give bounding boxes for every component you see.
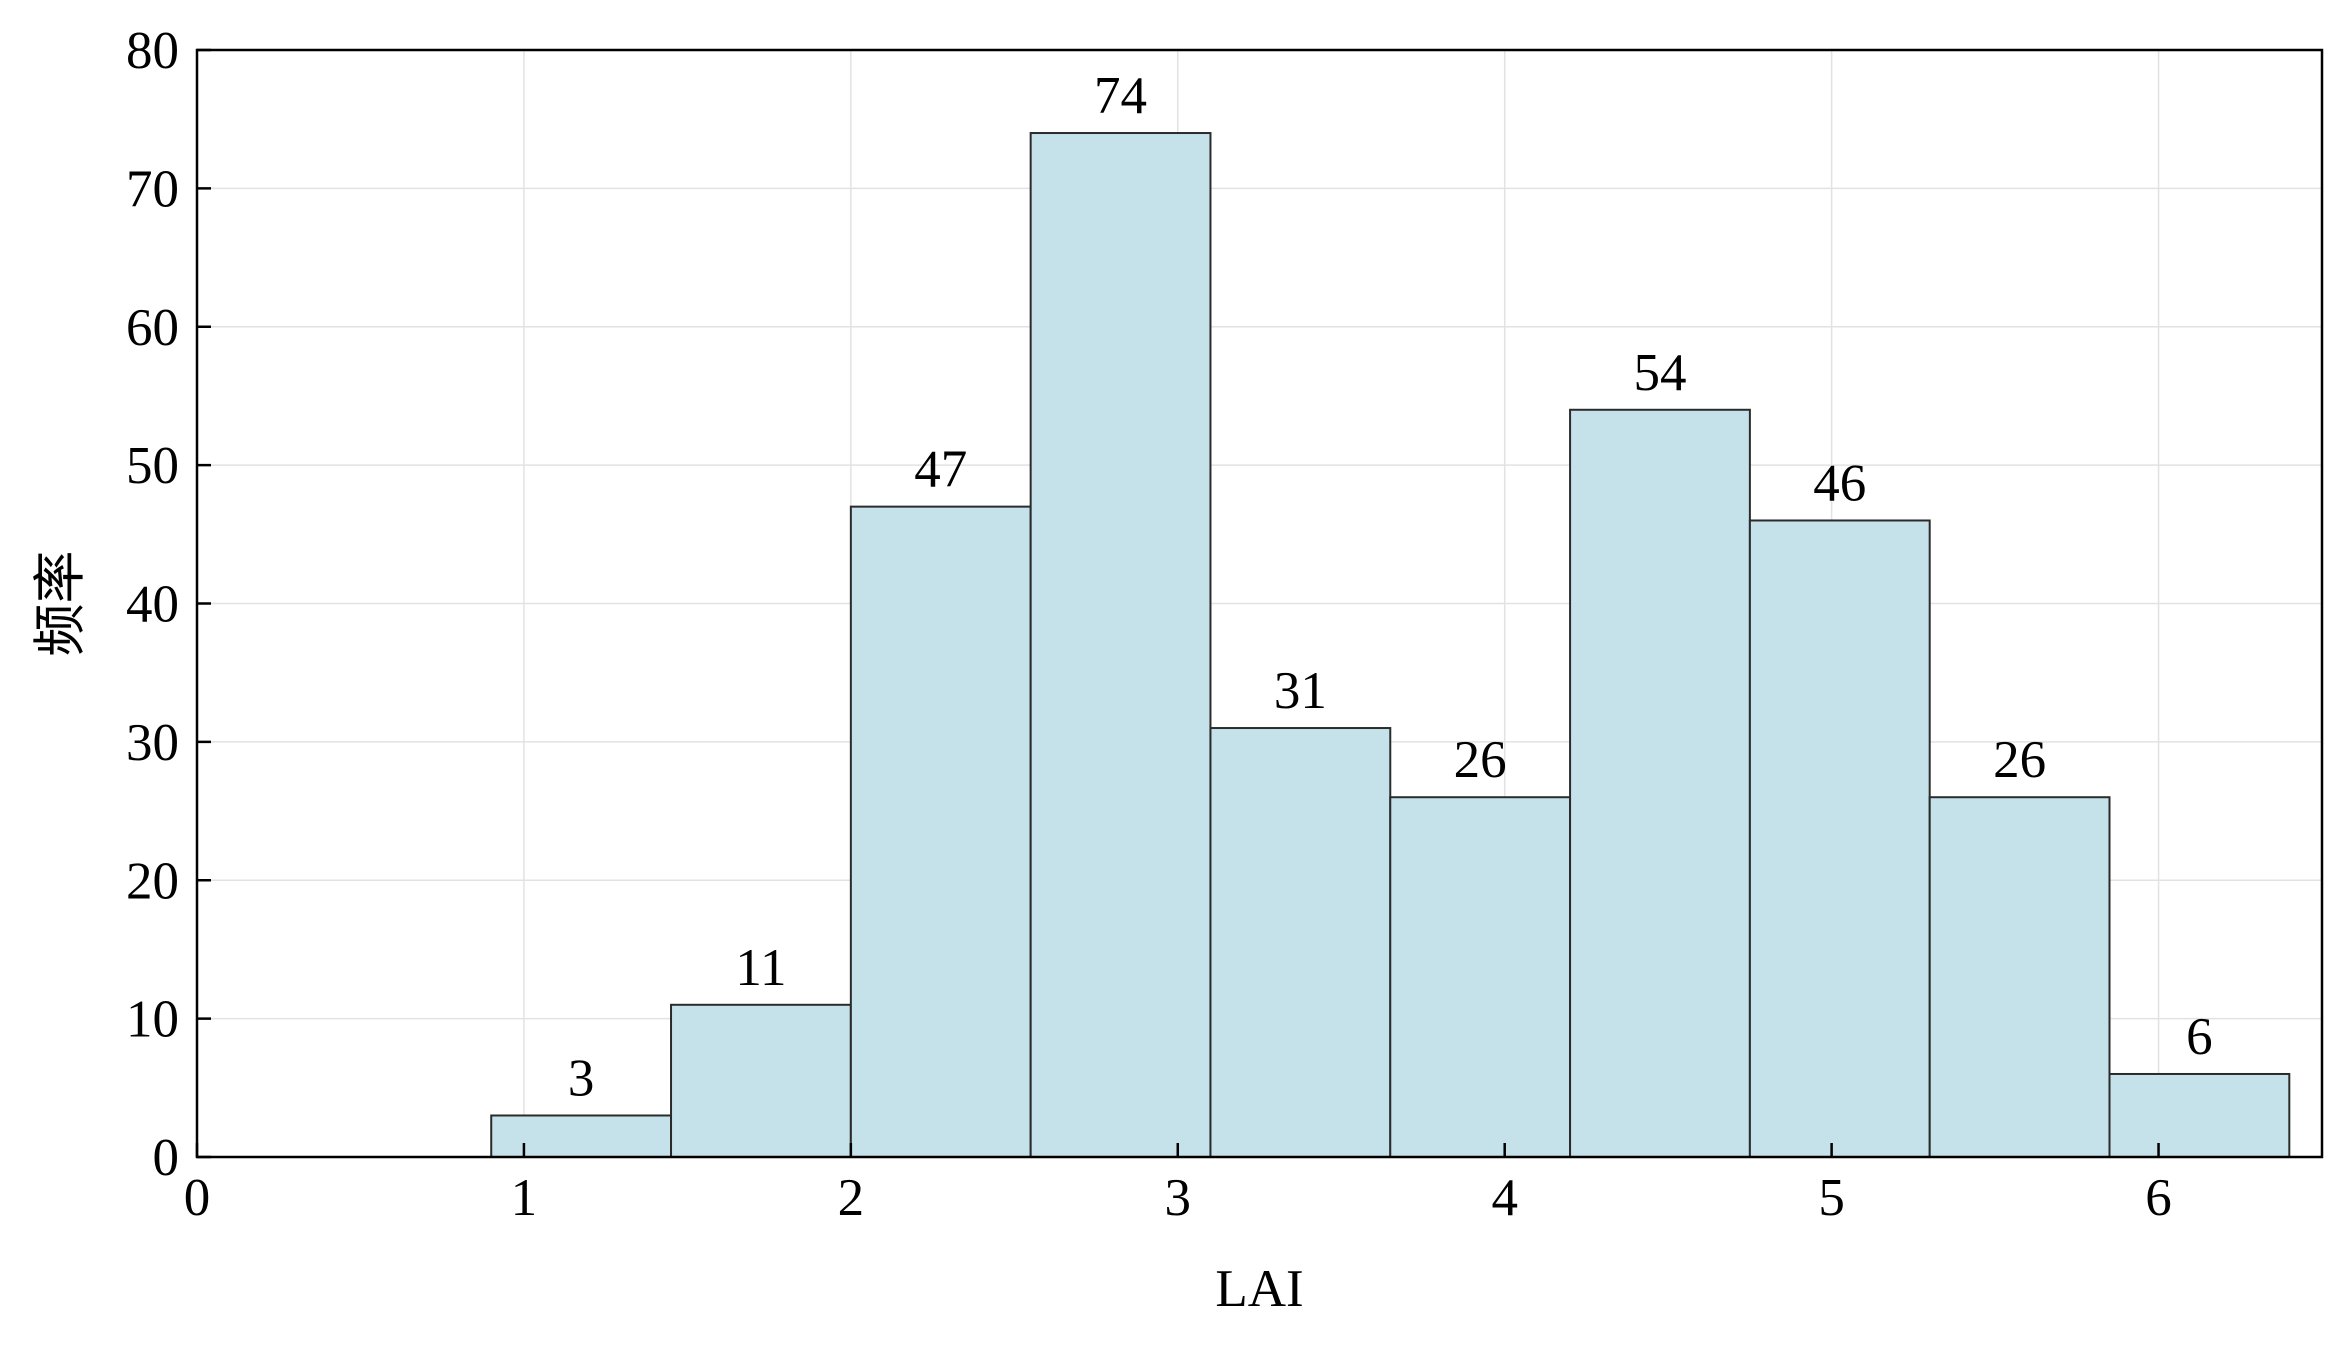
y-tick-label: 20 bbox=[126, 852, 179, 910]
x-tick-label: 5 bbox=[1818, 1169, 1845, 1227]
bar-value-label: 47 bbox=[914, 441, 967, 499]
x-tick-label: 2 bbox=[838, 1169, 865, 1227]
histogram-bar bbox=[849, 505, 1032, 1158]
histogram-bar bbox=[1569, 408, 1751, 1158]
histogram-bar bbox=[1389, 796, 1572, 1158]
y-tick-label: 50 bbox=[126, 437, 179, 495]
bar-value-label: 26 bbox=[1454, 731, 1507, 789]
histogram-bar bbox=[490, 1114, 673, 1159]
bar-value-label: 54 bbox=[1633, 344, 1686, 402]
y-tick-label: 40 bbox=[126, 576, 179, 634]
bar-value-label: 31 bbox=[1274, 662, 1327, 720]
y-tick-label: 80 bbox=[126, 22, 179, 80]
y-tick-label: 0 bbox=[153, 1129, 180, 1187]
bar-value-label: 26 bbox=[1993, 731, 2046, 789]
y-tick-label: 70 bbox=[126, 160, 179, 218]
y-axis-title: 频率 bbox=[32, 551, 90, 657]
x-tick-label: 4 bbox=[1491, 1169, 1518, 1227]
x-tick-label: 6 bbox=[2145, 1169, 2172, 1227]
bar-value-label: 6 bbox=[2186, 1008, 2213, 1066]
x-axis-title: LAI bbox=[1215, 1260, 1303, 1318]
histogram-bars bbox=[490, 132, 2291, 1159]
y-tick-label: 10 bbox=[126, 991, 179, 1049]
bar-value-label: 74 bbox=[1094, 67, 1147, 125]
histogram-bar bbox=[1209, 727, 1392, 1158]
histogram-bar bbox=[1029, 132, 1212, 1158]
x-tick-label: 3 bbox=[1165, 1169, 1192, 1227]
y-tick-label: 60 bbox=[126, 299, 179, 357]
y-tick-label: 30 bbox=[126, 714, 179, 772]
bar-value-labels: 3 11 47 74 31 26 54 46 26 6 bbox=[568, 67, 2213, 1107]
bar-value-label: 46 bbox=[1813, 454, 1866, 512]
histogram-bar bbox=[2108, 1072, 2291, 1158]
x-tick-label: 0 bbox=[184, 1169, 211, 1227]
histogram-bar bbox=[1748, 519, 1931, 1158]
histogram-bar bbox=[1928, 796, 2111, 1158]
bar-value-label: 3 bbox=[568, 1049, 595, 1107]
x-tick-label: 1 bbox=[511, 1169, 538, 1227]
histogram-bar bbox=[670, 1003, 852, 1158]
bar-value-label: 11 bbox=[735, 939, 786, 997]
